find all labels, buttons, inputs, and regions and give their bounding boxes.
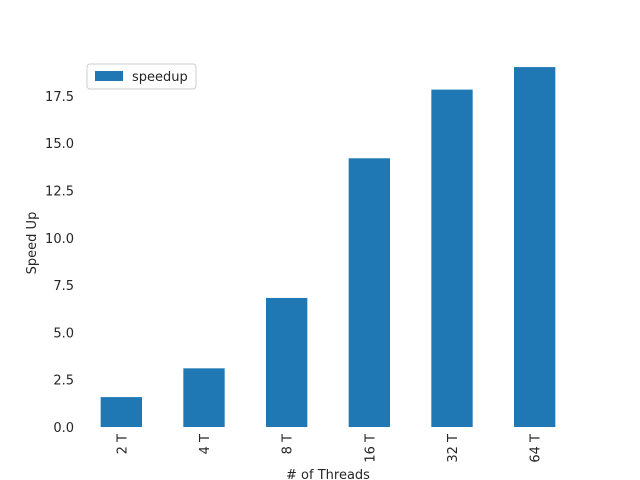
bar	[431, 89, 473, 428]
y-tick-label: 5.0	[53, 326, 74, 341]
x-axis-ticks: 2 T 4 T 8 T 16 T 32 T 64 T	[115, 434, 543, 463]
y-tick-label: 17.5	[45, 90, 74, 105]
bars-group	[100, 67, 556, 428]
bar	[514, 67, 556, 428]
y-tick-label: 12.5	[45, 184, 74, 199]
bar	[100, 397, 142, 427]
y-tick-label: 2.5	[53, 374, 74, 389]
x-tick-label: 4 T	[198, 434, 213, 454]
bar	[183, 368, 225, 427]
y-tick-label: 7.5	[53, 279, 74, 294]
y-tick-label: 0.0	[53, 421, 74, 436]
x-tick-label: 2 T	[115, 434, 130, 454]
y-axis-ticks: 0.0 2.5 5.0 7.5 10.0 12.5 15.0 17.5	[45, 90, 74, 436]
y-tick-label: 15.0	[45, 137, 74, 152]
x-tick-label: 16 T	[363, 434, 378, 463]
bar	[348, 158, 390, 428]
legend-box	[86, 63, 197, 90]
legend-swatch-speedup	[95, 71, 123, 81]
bar	[266, 297, 308, 427]
y-axis-label: Speed Up	[25, 212, 40, 275]
x-tick-label: 32 T	[446, 434, 461, 463]
y-tick-label: 10.0	[45, 232, 74, 247]
x-tick-label: 8 T	[281, 434, 296, 454]
legend: speedup	[86, 63, 197, 90]
legend-label-speedup: speedup	[132, 70, 188, 85]
x-axis-label: # of Threads	[286, 468, 370, 480]
x-tick-label: 64 T	[529, 434, 544, 463]
